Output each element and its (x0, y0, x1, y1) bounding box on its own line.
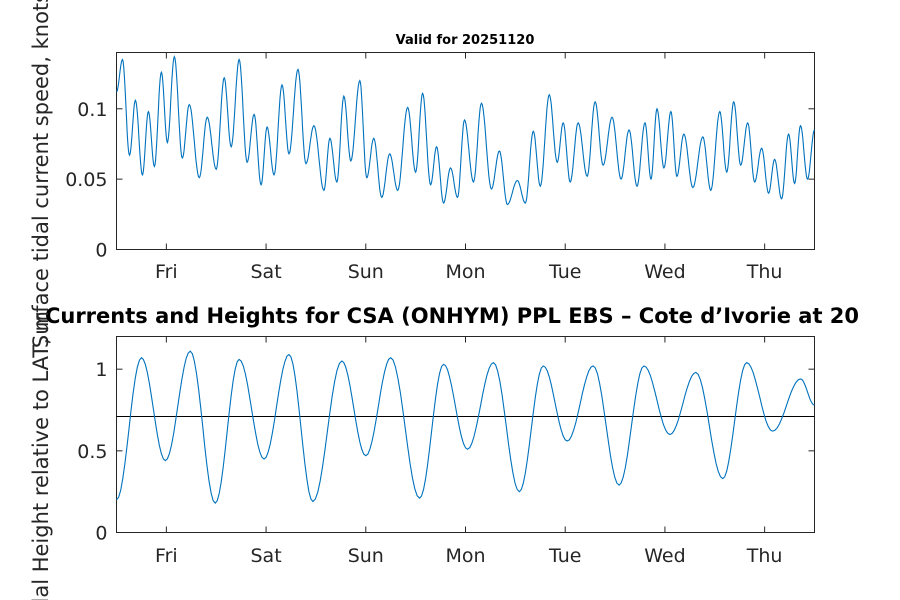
x-tick-label: Thu (746, 545, 783, 567)
x-tick-label: Tue (548, 261, 581, 283)
plot-area (116, 52, 815, 250)
y-tick-label: 0 (95, 523, 107, 545)
chart-title: Valid for 20251120 (396, 33, 535, 48)
y-tick-label: 1 (95, 359, 107, 381)
series-line (116, 350, 815, 504)
x-tick-label: Thu (746, 261, 783, 283)
tidal-height-chart: Currents and Heights for CSA (ONHYM) PPL… (29, 304, 859, 600)
y-axis-label: Tidal Height relative to LAT, m (29, 311, 53, 600)
x-tick-label: Mon (445, 545, 485, 567)
y-tick-label: 0.05 (65, 169, 107, 191)
x-tick-label: Tue (548, 545, 581, 567)
x-tick-label: Wed (644, 545, 685, 567)
x-tick-label: Mon (445, 261, 485, 283)
y-tick-label: 0.1 (77, 99, 107, 121)
x-tick-label: Sun (348, 261, 384, 283)
x-tick-label: Wed (644, 261, 685, 283)
x-tick-label: Fri (155, 545, 178, 567)
x-tick-label: Sun (348, 545, 384, 567)
y-axis-label: Surface tidal current speed, knots (29, 0, 53, 348)
x-tick-label: Fri (155, 261, 178, 283)
y-tick-label: 0 (95, 240, 107, 262)
x-tick-label: Sat (250, 261, 281, 283)
plot-area (116, 336, 815, 533)
x-tick-label: Sat (250, 545, 281, 567)
y-tick-label: 0.5 (77, 441, 107, 463)
series-line (116, 55, 815, 206)
current-speed-chart: Valid for 20251120 0 0.05 0.1 Fri Sat Sun Mon T… (29, 0, 815, 348)
chart-title: Currents and Heights for CSA (ONHYM) PPL… (45, 304, 859, 328)
